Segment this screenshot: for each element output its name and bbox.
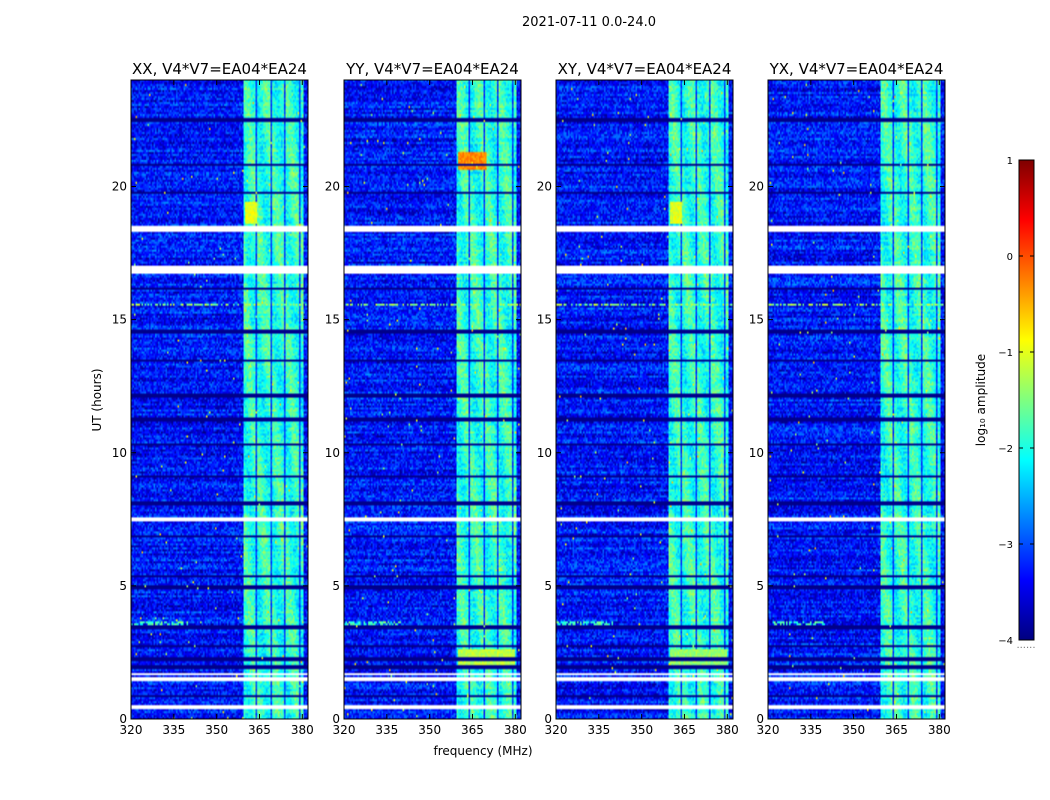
y-tick-label: 15 (325, 313, 340, 327)
y-tick-label: 10 (112, 446, 127, 460)
x-tick-label: 380 (291, 723, 314, 737)
y-axis-label: UT (hours) (90, 368, 104, 431)
y-tick-label: 10 (325, 446, 340, 460)
panel-xy: XY, V4*V7=EA04*EA24 320 335 350 365 380 0 5 10 15… (537, 60, 739, 737)
heatmap-image (556, 80, 733, 719)
heatmap-image (768, 80, 945, 719)
x-tick-label: 365 (673, 723, 696, 737)
x-tick-label: 350 (418, 723, 441, 737)
colorbar-tick-label: −2 (998, 444, 1013, 455)
x-tick-label: 320 (120, 723, 143, 737)
x-tick-label: 365 (461, 723, 484, 737)
colorbar-label: log₁₀ amplitude (974, 354, 988, 446)
x-tick-label: 320 (333, 723, 356, 737)
x-axis-label: frequency (MHz) (433, 744, 532, 758)
colorbar-tick-label: −4 (998, 636, 1013, 647)
panel-frame (343, 79, 522, 720)
y-tick-label: 20 (749, 180, 764, 194)
figure-title: 2021-07-11 0.0-24.0 (522, 15, 656, 30)
y-tick-label: 10 (537, 446, 552, 460)
x-tick-label: 320 (545, 723, 568, 737)
colorbar-tick-label: −1 (998, 348, 1013, 359)
x-tick-label: 380 (716, 723, 739, 737)
y-tick-label: 15 (112, 313, 127, 327)
x-tick-label: 380 (504, 723, 527, 737)
panel-title: XX, V4*V7=EA04*EA24 (132, 60, 307, 78)
panel-xx: XX, V4*V7=EA04*EA24 320 335 350 365 380 0 5 10 15… (112, 60, 314, 737)
y-tick-label: 15 (537, 313, 552, 327)
y-tick-label: 0 (544, 712, 552, 726)
heatmap-image (344, 80, 521, 719)
colorbar-tick-label: 1 (1007, 156, 1013, 167)
colorbar-ticks: 1 0 −1 −2 −3 −4 (998, 156, 1034, 647)
y-tick-label: 10 (749, 446, 764, 460)
y-tick-label: 15 (749, 313, 764, 327)
x-tick-label: 380 (928, 723, 951, 737)
y-tick-label: 0 (756, 712, 764, 726)
x-tick-label: 350 (842, 723, 865, 737)
y-tick-label: 0 (332, 712, 340, 726)
colorbar-tick-label: 0 (1007, 252, 1013, 263)
colorbar: 1 0 −1 −2 −3 −4 log₁₀ amplitude ...... (974, 156, 1036, 651)
panel-yx: YX, V4*V7=EA04*EA24 320 335 350 365 380 0 5 10 15… (749, 60, 951, 737)
y-tick-label: 5 (544, 579, 552, 593)
colorbar-tick-label: −3 (998, 540, 1013, 551)
heatmap-image (131, 80, 308, 719)
colorbar-gradient (1018, 159, 1035, 641)
x-tick-label: 335 (587, 723, 610, 737)
x-tick-label: 365 (885, 723, 908, 737)
panel-frame (555, 79, 734, 720)
y-tick-label: 5 (332, 579, 340, 593)
x-tick-label: 350 (205, 723, 228, 737)
panel-yy: YY, V4*V7=EA04*EA24 320 335 350 365 380 0 5 10 15… (325, 60, 527, 737)
y-tick-label: 5 (119, 579, 127, 593)
spectrogram-panels: XX, V4*V7=EA04*EA24 320 335 350 365 380 0 5 10 15… (112, 60, 951, 737)
colorbar-extra-label: ...... (1016, 640, 1035, 651)
panel-frame (767, 79, 946, 720)
panel-title: YY, V4*V7=EA04*EA24 (345, 60, 519, 78)
y-tick-label: 0 (119, 712, 127, 726)
x-tick-label: 335 (162, 723, 185, 737)
panel-frame (130, 79, 309, 720)
y-tick-label: 5 (756, 579, 764, 593)
y-tick-label: 20 (537, 180, 552, 194)
panel-title: YX, V4*V7=EA04*EA24 (769, 60, 944, 78)
x-tick-label: 365 (248, 723, 271, 737)
y-tick-label: 20 (325, 180, 340, 194)
x-tick-label: 320 (757, 723, 780, 737)
x-tick-label: 335 (375, 723, 398, 737)
x-tick-label: 335 (799, 723, 822, 737)
x-tick-label: 350 (630, 723, 653, 737)
y-tick-label: 20 (112, 180, 127, 194)
panel-title: XY, V4*V7=EA04*EA24 (558, 60, 732, 78)
